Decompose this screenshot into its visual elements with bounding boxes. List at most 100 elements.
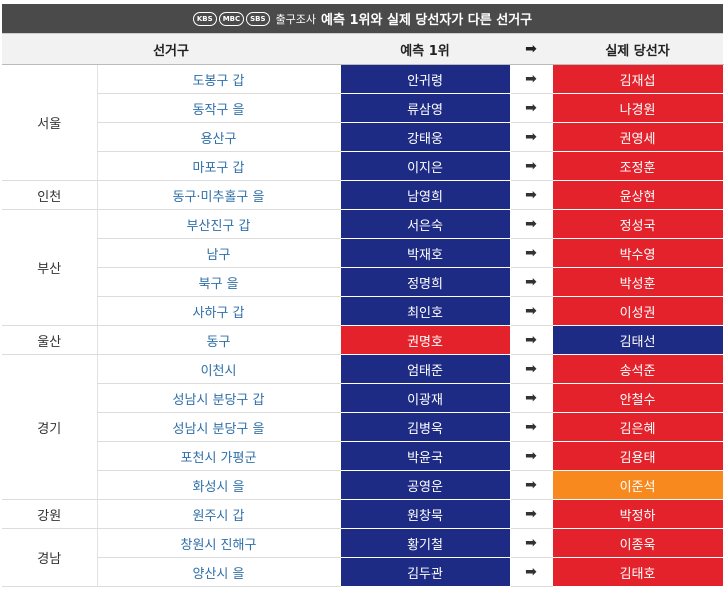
predicted-winner-cell: 공영운 bbox=[339, 470, 511, 500]
actual-winner-cell: 나경원 bbox=[551, 93, 724, 123]
district-cell: 창원시 진해구 bbox=[96, 528, 341, 558]
predicted-winner-cell: 남영희 bbox=[339, 180, 511, 210]
actual-winner-cell: 박성훈 bbox=[551, 267, 724, 297]
arrow-icon: ➡ bbox=[510, 528, 553, 558]
district-cell: 부산진구 갑 bbox=[96, 209, 341, 239]
predicted-winner-cell: 엄태준 bbox=[339, 354, 511, 384]
district-cell: 사하구 갑 bbox=[96, 296, 341, 326]
district-cell: 이천시 bbox=[96, 354, 341, 384]
district-cell: 화성시 을 bbox=[96, 470, 341, 500]
predicted-winner-cell: 원창묵 bbox=[339, 499, 511, 529]
column-header-predicted: 예측 1위 bbox=[340, 33, 511, 65]
predicted-winner-cell: 정명희 bbox=[339, 267, 511, 297]
arrow-icon: ➡ bbox=[510, 93, 553, 123]
arrow-icon: ➡ bbox=[510, 64, 553, 94]
predicted-winner-cell: 안귀령 bbox=[339, 64, 511, 94]
title-bar: KBS MBC SBS 출구조사 예측 1위와 실제 당선자가 다른 선거구 bbox=[2, 4, 723, 33]
district-cell: 양산시 을 bbox=[96, 557, 341, 587]
arrow-icon: ➡ bbox=[510, 412, 553, 442]
region-cell: 경기 bbox=[2, 354, 97, 500]
region-cell: 울산 bbox=[2, 325, 97, 355]
actual-winner-cell: 김용태 bbox=[551, 441, 724, 471]
actual-winner-cell: 안철수 bbox=[551, 383, 724, 413]
actual-winner-cell: 박정하 bbox=[551, 499, 724, 529]
region-cell: 경남 bbox=[2, 528, 97, 587]
arrow-icon: ➡ bbox=[510, 122, 553, 152]
page-title: 예측 1위와 실제 당선자가 다른 선거구 bbox=[321, 13, 533, 28]
district-cell: 동작구 을 bbox=[96, 93, 341, 123]
arrow-icon: ➡ bbox=[510, 325, 553, 355]
table-row: 동작구 을 류삼영 ➡ 나경원 bbox=[2, 93, 724, 123]
actual-winner-cell: 조정훈 bbox=[551, 151, 724, 181]
predicted-winner-cell: 박윤국 bbox=[339, 441, 511, 471]
broadcaster-logos: KBS MBC SBS bbox=[192, 11, 270, 26]
arrow-icon: ➡ bbox=[510, 209, 553, 239]
actual-winner-cell: 김재섭 bbox=[551, 64, 724, 94]
district-cell: 성남시 분당구 갑 bbox=[96, 383, 341, 413]
actual-winner-cell: 이성권 bbox=[551, 296, 724, 326]
actual-winner-cell: 권영세 bbox=[551, 122, 724, 152]
column-header-arrow: ➡ bbox=[510, 33, 553, 65]
table-row: 경기 이천시 엄태준 ➡ 송석준 bbox=[2, 354, 724, 500]
results-table: 선거구 예측 1위 ➡ 실제 당선자 서울 도봉구 갑 안귀령 ➡ 김재섭 동작구 을 류삼… bbox=[2, 33, 724, 587]
column-header-district: 선거구 bbox=[2, 33, 341, 65]
table-row: 서울 도봉구 갑 안귀령 ➡ 김재섭 bbox=[2, 64, 724, 181]
region-cell: 서울 bbox=[2, 64, 97, 181]
actual-winner-cell: 윤상현 bbox=[551, 180, 724, 210]
arrow-icon: ➡ bbox=[510, 151, 553, 181]
actual-winner-cell: 박수영 bbox=[551, 238, 724, 268]
table-row: 포천시 가평군 박윤국 ➡ 김용태 bbox=[2, 441, 724, 471]
predicted-winner-cell: 류삼영 bbox=[339, 93, 511, 123]
arrow-icon: ➡ bbox=[510, 180, 553, 210]
region-cell: 강원 bbox=[2, 499, 97, 529]
district-cell: 용산구 bbox=[96, 122, 341, 152]
table-row: 용산구 강태웅 ➡ 권영세 bbox=[2, 122, 724, 152]
district-cell: 동구 bbox=[96, 325, 341, 355]
kbs-logo: KBS bbox=[192, 11, 217, 26]
actual-winner-cell: 김태선 bbox=[551, 325, 724, 355]
district-cell: 성남시 분당구 을 bbox=[96, 412, 341, 442]
table-row: 성남시 분당구 갑 이광재 ➡ 안철수 bbox=[2, 383, 724, 413]
district-cell: 마포구 갑 bbox=[96, 151, 341, 181]
table-row: 경남 창원시 진해구 황기철 ➡ 이종욱 bbox=[2, 528, 724, 587]
actual-winner-cell: 이준석 bbox=[551, 470, 724, 500]
actual-winner-cell: 송석준 bbox=[551, 354, 724, 384]
table-row: 인천 동구·미추홀구 을 남영희 ➡ 윤상현 bbox=[2, 180, 724, 210]
table-row: 화성시 을 공영운 ➡ 이준석 bbox=[2, 470, 724, 500]
district-cell: 북구 을 bbox=[96, 267, 341, 297]
predicted-winner-cell: 박재호 bbox=[339, 238, 511, 268]
arrow-icon: ➡ bbox=[510, 470, 553, 500]
predicted-winner-cell: 권명호 bbox=[339, 325, 511, 355]
table-row: 북구 을 정명희 ➡ 박성훈 bbox=[2, 267, 724, 297]
table-header-row: 선거구 예측 1위 ➡ 실제 당선자 bbox=[2, 33, 724, 65]
predicted-winner-cell: 김두관 bbox=[339, 557, 511, 587]
arrow-icon: ➡ bbox=[510, 557, 553, 587]
table-row: 사하구 갑 최인호 ➡ 이성권 bbox=[2, 296, 724, 326]
district-cell: 남구 bbox=[96, 238, 341, 268]
table-row: 부산 부산진구 갑 서은숙 ➡ 정성국 bbox=[2, 209, 724, 326]
actual-winner-cell: 김태호 bbox=[551, 557, 724, 587]
predicted-winner-cell: 서은숙 bbox=[339, 209, 511, 239]
table-row: 마포구 갑 이지은 ➡ 조정훈 bbox=[2, 151, 724, 181]
district-cell: 원주시 갑 bbox=[96, 499, 341, 529]
table-row: 울산 동구 권명호 ➡ 김태선 bbox=[2, 325, 724, 355]
title-prefix: 출구조사 bbox=[275, 12, 317, 26]
table-row: 성남시 분당구 을 김병욱 ➡ 김은혜 bbox=[2, 412, 724, 442]
actual-winner-cell: 이종욱 bbox=[551, 528, 724, 558]
arrow-icon: ➡ bbox=[510, 499, 553, 529]
predicted-winner-cell: 최인호 bbox=[339, 296, 511, 326]
district-cell: 포천시 가평군 bbox=[96, 441, 341, 471]
predicted-winner-cell: 김병욱 bbox=[339, 412, 511, 442]
column-header-actual: 실제 당선자 bbox=[552, 33, 724, 65]
table-row: 강원 원주시 갑 원창묵 ➡ 박정하 bbox=[2, 499, 724, 529]
arrow-icon: ➡ bbox=[510, 238, 553, 268]
arrow-icon: ➡ bbox=[510, 267, 553, 297]
predicted-winner-cell: 이광재 bbox=[339, 383, 511, 413]
arrow-icon: ➡ bbox=[510, 441, 553, 471]
predicted-winner-cell: 강태웅 bbox=[339, 122, 511, 152]
arrow-icon: ➡ bbox=[510, 354, 553, 384]
district-cell: 도봉구 갑 bbox=[96, 64, 341, 94]
arrow-icon: ➡ bbox=[510, 296, 553, 326]
predicted-winner-cell: 이지은 bbox=[339, 151, 511, 181]
predicted-winner-cell: 황기철 bbox=[339, 528, 511, 558]
